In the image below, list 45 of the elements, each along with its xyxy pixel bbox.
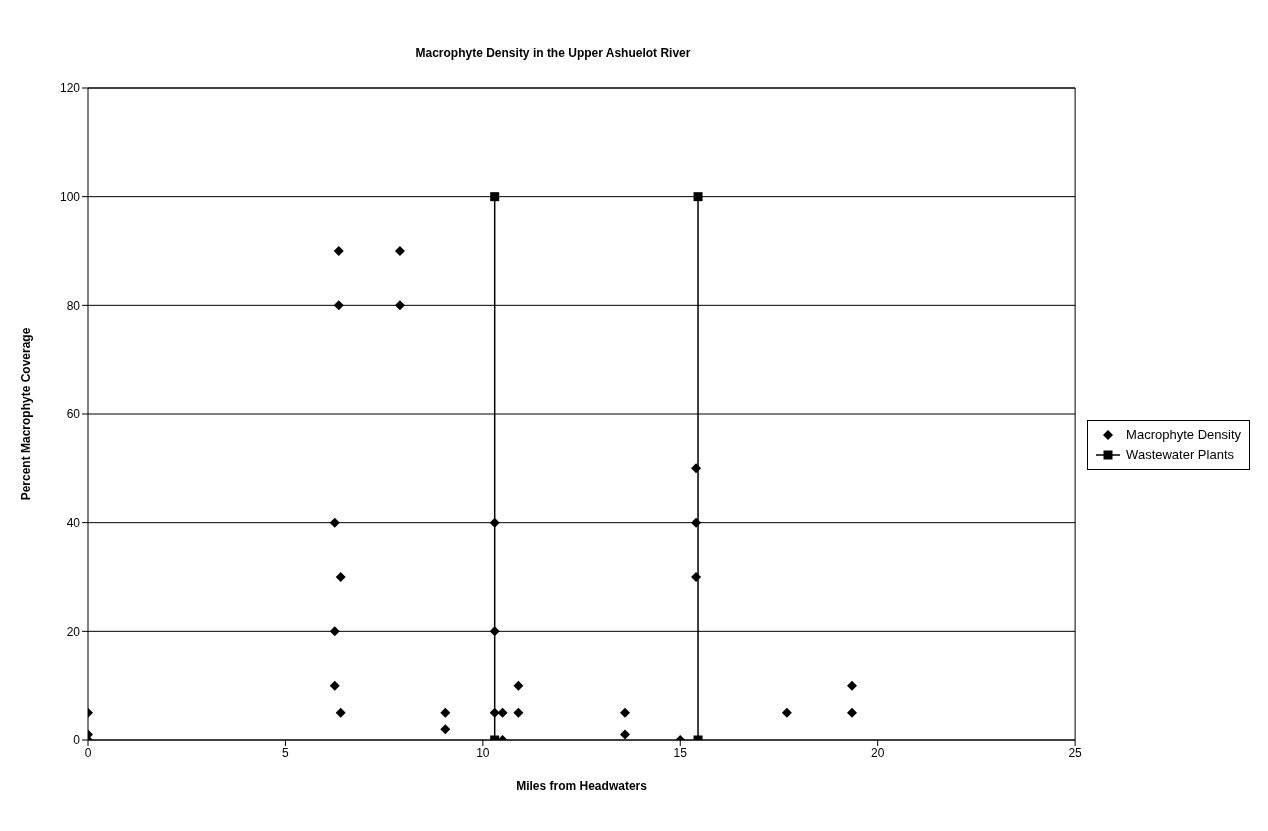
point bbox=[394, 300, 405, 311]
point bbox=[335, 572, 346, 582]
x-axis-title: Miles from Headwaters bbox=[516, 779, 648, 793]
x-tick-label: 15 bbox=[673, 745, 688, 760]
x-tick-label: 25 bbox=[1068, 745, 1083, 760]
point bbox=[497, 707, 508, 718]
y-tick-label: 100 bbox=[59, 189, 81, 204]
legend-label: Wastewater Plants bbox=[1126, 446, 1235, 464]
x-tick-label: 20 bbox=[871, 745, 885, 760]
x-tick-label: 10 bbox=[476, 745, 490, 760]
point bbox=[394, 246, 405, 256]
legend-label: Macrophyte Density bbox=[1126, 426, 1241, 444]
chart-title: Macrophyte Density in the Upper Ashuelot River bbox=[414, 45, 692, 60]
point bbox=[693, 192, 703, 202]
point bbox=[335, 707, 346, 718]
point bbox=[781, 707, 792, 718]
point bbox=[513, 707, 524, 718]
point bbox=[333, 300, 344, 311]
point bbox=[489, 707, 500, 718]
y-axis-title: Percent Macrophyte Coverage bbox=[19, 327, 34, 501]
point bbox=[490, 192, 500, 202]
point bbox=[691, 517, 702, 528]
point bbox=[333, 246, 344, 256]
y-tick-label: 20 bbox=[66, 624, 81, 639]
point bbox=[440, 724, 451, 735]
point bbox=[847, 680, 858, 691]
y-tick-label: 60 bbox=[66, 407, 81, 422]
point bbox=[440, 707, 451, 718]
y-tick-label: 80 bbox=[66, 298, 81, 313]
y-tick-label: 120 bbox=[59, 81, 81, 96]
point bbox=[513, 680, 524, 691]
point bbox=[489, 626, 500, 637]
point bbox=[489, 517, 500, 528]
x-tick-label: 5 bbox=[282, 745, 290, 760]
y-tick-label: 40 bbox=[66, 515, 81, 530]
point bbox=[619, 729, 630, 740]
point bbox=[691, 463, 702, 474]
point bbox=[847, 707, 858, 718]
x-tick-label: 0 bbox=[84, 745, 92, 760]
point bbox=[691, 572, 702, 582]
point bbox=[329, 680, 340, 691]
point bbox=[619, 707, 630, 718]
point bbox=[329, 626, 340, 637]
point bbox=[329, 517, 340, 528]
y-tick-label: 0 bbox=[73, 733, 81, 748]
